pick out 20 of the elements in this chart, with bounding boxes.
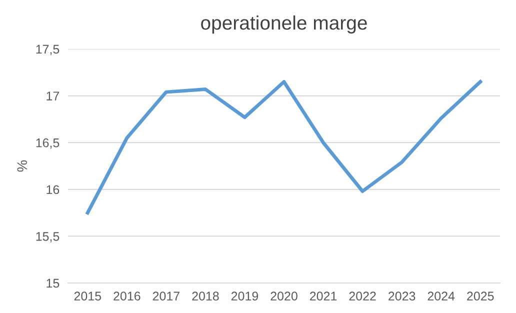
x-tick-label: 2019 (231, 292, 258, 301)
x-tick-label: 2025 (467, 292, 494, 301)
x-tick-label: 2023 (388, 292, 416, 301)
x-tick-label: 2021 (310, 292, 337, 301)
y-tick-label: 15,5 (36, 232, 60, 242)
y-tick-label: 17,5 (36, 44, 60, 56)
x-tick-label: 2024 (428, 292, 455, 301)
x-tick-label: 2022 (349, 292, 376, 301)
y-tick-label: 16,5 (36, 138, 60, 149)
x-tick-label: 2015 (74, 292, 102, 301)
y-tick-label: 17 (46, 92, 60, 100)
line-series (86, 80, 482, 215)
x-tick-label: 2020 (270, 292, 298, 301)
x-tick-label: 2017 (152, 292, 180, 301)
chart-title: operationele marge (201, 15, 367, 34)
y-axis-title: % (17, 160, 27, 172)
y-tick-label: 16 (46, 185, 60, 194)
x-tick-label: 2018 (192, 292, 219, 301)
x-tick-label: 2016 (114, 292, 140, 301)
y-tick-label: 15 (46, 278, 60, 288)
